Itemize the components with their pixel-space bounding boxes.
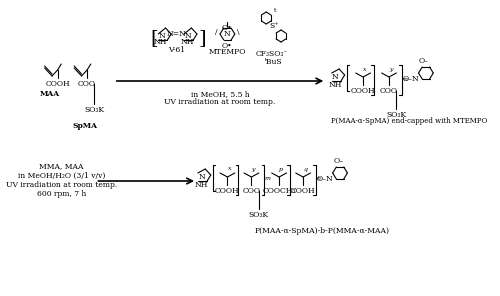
- Text: V-61: V-61: [168, 46, 185, 54]
- Text: O–N: O–N: [403, 75, 419, 83]
- Text: UV irradiation at room temp.: UV irradiation at room temp.: [6, 181, 117, 189]
- Text: UV irradiation at room temp.: UV irradiation at room temp.: [164, 98, 276, 106]
- Text: NH: NH: [181, 38, 194, 46]
- Text: MTEMPO: MTEMPO: [208, 48, 246, 56]
- Text: O•: O•: [222, 24, 232, 32]
- Text: MAA: MAA: [40, 90, 60, 98]
- Text: O–: O–: [333, 157, 343, 165]
- Text: \: \: [237, 28, 240, 36]
- Text: O–: O–: [419, 57, 429, 65]
- Text: COOCH₃: COOCH₃: [262, 187, 296, 195]
- Text: N: N: [158, 32, 166, 40]
- Text: N=N: N=N: [166, 30, 186, 38]
- Text: [: [: [150, 29, 158, 47]
- Text: O–N: O–N: [317, 175, 334, 183]
- Text: ]: ]: [198, 29, 206, 47]
- Text: COOH: COOH: [215, 187, 240, 195]
- Text: NH: NH: [154, 38, 166, 46]
- Text: P(MAA-α-SpMA)-b-P(MMA-α-MAA): P(MAA-α-SpMA)-b-P(MMA-α-MAA): [254, 227, 389, 235]
- Text: COOH: COOH: [45, 80, 70, 88]
- Text: COOH: COOH: [291, 187, 316, 195]
- Text: N: N: [224, 30, 231, 38]
- Text: NH: NH: [195, 181, 208, 189]
- Text: in MeOH, 5.5 h: in MeOH, 5.5 h: [190, 90, 250, 98]
- Text: in MeOH/H₂O (3/1 v/v): in MeOH/H₂O (3/1 v/v): [18, 172, 105, 180]
- Text: ᵗBuS: ᵗBuS: [265, 58, 282, 66]
- Text: N: N: [198, 173, 205, 181]
- Text: NH: NH: [328, 81, 342, 89]
- Text: m: m: [402, 76, 407, 81]
- Text: O•: O•: [222, 42, 232, 50]
- Text: CF₃SO₃⁻: CF₃SO₃⁻: [256, 50, 288, 58]
- Text: P(MAA-α-SpMA) end-capped with MTEMPO: P(MAA-α-SpMA) end-capped with MTEMPO: [331, 117, 488, 125]
- Text: n: n: [317, 176, 321, 181]
- Text: /: /: [215, 28, 218, 36]
- Text: S⁺: S⁺: [269, 22, 278, 30]
- Text: SO₃K: SO₃K: [248, 211, 269, 219]
- Text: y: y: [252, 166, 255, 171]
- Text: 600 rpm, 7 h: 600 rpm, 7 h: [36, 190, 86, 198]
- Text: COOH: COOH: [351, 87, 376, 95]
- Text: x: x: [363, 67, 366, 72]
- Text: x: x: [228, 166, 231, 171]
- Text: m: m: [264, 176, 270, 181]
- Text: t: t: [274, 7, 276, 12]
- Text: COO: COO: [242, 187, 260, 195]
- Text: q: q: [303, 166, 307, 171]
- Text: SO₃K: SO₃K: [386, 111, 406, 119]
- Text: COO: COO: [380, 87, 398, 95]
- Text: p: p: [279, 166, 283, 171]
- Text: N: N: [184, 32, 191, 40]
- Text: N: N: [332, 73, 339, 81]
- Text: MMA, MAA: MMA, MAA: [39, 162, 84, 170]
- Text: y: y: [389, 67, 392, 72]
- Text: COO: COO: [78, 80, 96, 88]
- Text: SpMA: SpMA: [73, 122, 98, 130]
- Text: SO₃K: SO₃K: [84, 106, 104, 114]
